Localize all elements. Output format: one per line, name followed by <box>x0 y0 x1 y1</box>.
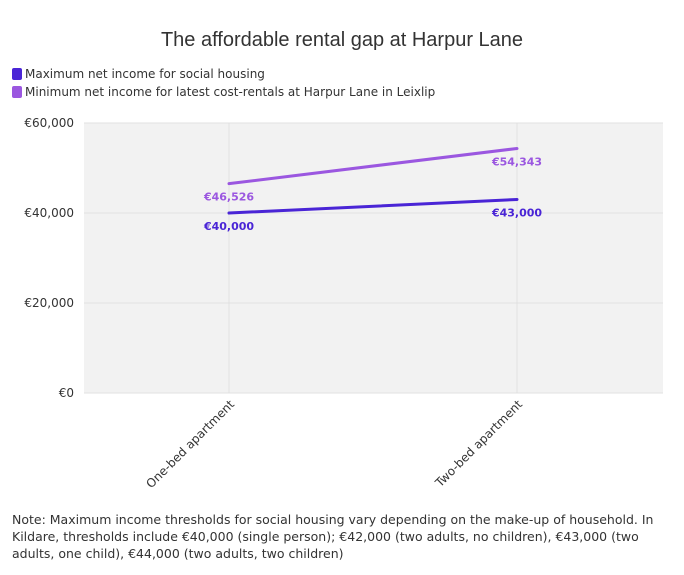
legend: Maximum net income for social housing Min… <box>12 67 435 99</box>
data-label-1-1: €40,000 <box>203 220 254 233</box>
grid <box>84 122 663 394</box>
y-tick-label-1: €20,000 <box>24 296 74 310</box>
data-label-1-2: €43,000 <box>491 207 542 220</box>
footnote: Note: Maximum income thresholds for soci… <box>12 512 654 561</box>
x-tick-label-0: One-bed apartment <box>143 397 237 491</box>
legend-label-1: Maximum net income for social housing <box>25 67 265 81</box>
plot-area <box>84 123 663 393</box>
x-tick-label-1: Two-bed apartment <box>432 397 525 490</box>
y-axis: €0 €20,000 €40,000 €60,000 <box>24 116 74 400</box>
series-line-1 <box>227 198 519 215</box>
chart: The affordable rental gap at Harpur Lane… <box>12 29 663 491</box>
series-line-2 <box>227 146 519 186</box>
y-tick-label-3: €60,000 <box>24 116 74 130</box>
legend-swatch-1 <box>12 68 22 80</box>
y-tick-label-2: €40,000 <box>24 206 74 220</box>
legend-swatch-2 <box>12 86 22 98</box>
data-label-2-1: €46,526 <box>203 191 254 204</box>
legend-label-2: Minimum net income for latest cost-renta… <box>25 85 435 99</box>
series-group: €40,000 €43,000 €46,526 €54,343 <box>203 146 542 233</box>
x-axis: One-bed apartment Two-bed apartment <box>143 397 525 491</box>
y-tick-label-0: €0 <box>59 386 74 400</box>
data-label-2-2: €54,343 <box>491 155 542 168</box>
chart-title: The affordable rental gap at Harpur Lane <box>161 29 523 51</box>
